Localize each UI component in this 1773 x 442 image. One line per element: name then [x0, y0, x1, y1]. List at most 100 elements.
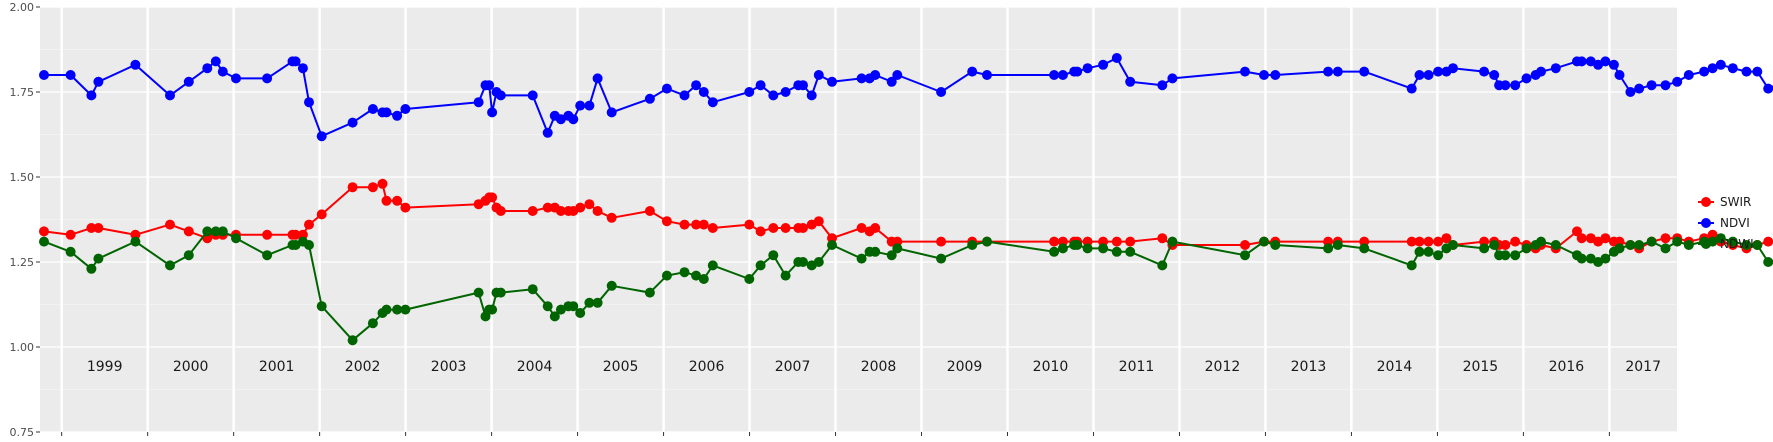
- data-point: [542, 127, 553, 138]
- legend: SWIR NDVI NDWI: [1698, 195, 1754, 251]
- legend-item-ndvi: NDVI: [1698, 216, 1750, 230]
- year-label: 2004: [517, 359, 553, 375]
- data-point: [768, 250, 779, 261]
- data-point: [1500, 240, 1511, 250]
- data-point: [1323, 66, 1334, 77]
- data-point: [856, 253, 867, 264]
- data-point: [1500, 250, 1511, 261]
- data-point: [1683, 70, 1694, 80]
- data-point: [1510, 80, 1521, 91]
- data-point: [982, 70, 992, 80]
- data-point: [798, 80, 808, 91]
- data-point: [1600, 56, 1611, 67]
- data-point: [691, 270, 702, 281]
- y-tick-label: 1.75: [10, 86, 35, 99]
- data-point: [1332, 66, 1343, 77]
- data-point: [644, 93, 655, 104]
- data-point: [262, 250, 273, 261]
- year-label: 2002: [345, 359, 381, 375]
- data-point: [1634, 83, 1645, 94]
- data-point: [347, 335, 358, 346]
- data-point: [1625, 240, 1636, 250]
- y-tick-label: 1.25: [10, 256, 35, 269]
- data-point: [856, 223, 867, 233]
- data-point: [1646, 80, 1657, 91]
- data-point: [1414, 246, 1425, 257]
- data-point: [1423, 246, 1434, 257]
- data-point: [768, 223, 779, 233]
- data-point: [780, 270, 791, 281]
- data-point: [1332, 240, 1343, 250]
- data-point: [1763, 257, 1773, 267]
- data-point: [555, 114, 566, 125]
- data-point: [755, 260, 766, 271]
- data-point: [304, 97, 314, 108]
- data-point: [575, 202, 586, 213]
- data-point: [592, 73, 603, 84]
- data-point: [262, 229, 273, 240]
- data-point: [568, 114, 579, 125]
- data-point: [86, 223, 97, 233]
- y-tick-label: 1.00: [10, 341, 35, 354]
- data-point: [886, 76, 897, 87]
- data-point: [1433, 250, 1444, 261]
- y-axis: 0.75 1.00 1.25 1.50 1.75 2.00: [10, 1, 1610, 439]
- data-point: [813, 216, 824, 227]
- data-point: [1614, 70, 1625, 80]
- data-point: [1423, 70, 1434, 80]
- data-point: [202, 226, 213, 237]
- data-point: [584, 199, 595, 210]
- data-point: [1240, 240, 1250, 250]
- data-point: [1763, 83, 1773, 94]
- year-label: 2003: [431, 359, 467, 375]
- data-point: [290, 56, 301, 67]
- data-point: [967, 66, 978, 77]
- y-tick-label: 0.75: [10, 426, 35, 439]
- data-point: [1634, 240, 1645, 250]
- data-point: [39, 226, 49, 237]
- data-point: [707, 97, 718, 108]
- data-point: [1057, 70, 1068, 80]
- data-point: [1489, 70, 1500, 80]
- data-point: [1270, 70, 1281, 80]
- data-point: [1111, 246, 1122, 257]
- data-point: [210, 56, 221, 67]
- data-point: [780, 87, 791, 97]
- data-point: [1111, 53, 1122, 63]
- data-point: [304, 240, 314, 250]
- data-point: [400, 202, 411, 213]
- data-point: [827, 76, 837, 87]
- data-point: [1441, 233, 1452, 244]
- data-point: [231, 73, 241, 84]
- data-point: [967, 240, 978, 250]
- data-point: [936, 87, 947, 97]
- data-point: [1157, 260, 1168, 271]
- data-point: [1433, 66, 1444, 77]
- data-point: [183, 226, 194, 237]
- data-point: [381, 304, 392, 315]
- data-point: [1406, 83, 1417, 94]
- data-point: [698, 87, 709, 97]
- data-point: [367, 182, 378, 193]
- data-point: [1576, 233, 1587, 244]
- data-point: [755, 226, 766, 237]
- year-label: 2009: [947, 359, 983, 375]
- data-point: [744, 219, 755, 230]
- data-point: [1660, 80, 1671, 91]
- data-point: [392, 195, 403, 206]
- data-point: [555, 304, 566, 315]
- data-point: [367, 318, 378, 329]
- legend-item-swir: SWIR: [1698, 195, 1751, 209]
- data-point: [1167, 236, 1178, 247]
- data-point: [347, 182, 358, 193]
- year-label: 2006: [689, 359, 725, 375]
- data-point: [1699, 66, 1710, 77]
- data-point: [165, 90, 175, 101]
- data-point: [1406, 236, 1417, 247]
- data-point: [487, 107, 498, 118]
- data-point: [1608, 59, 1619, 70]
- data-point: [936, 236, 947, 247]
- data-point: [584, 100, 595, 111]
- year-label: 2008: [861, 359, 897, 375]
- data-point: [304, 219, 314, 230]
